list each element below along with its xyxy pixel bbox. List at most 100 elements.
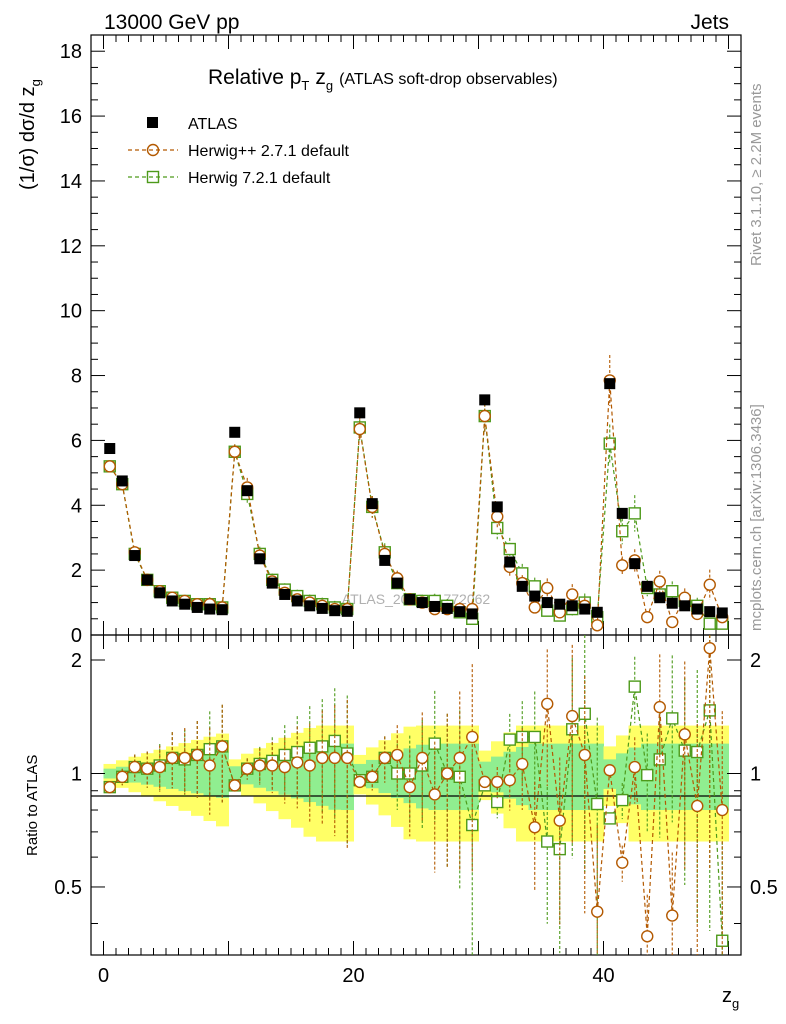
ratio-point (541, 835, 554, 848)
ratio-point (678, 744, 691, 757)
x-axis-label: zg (722, 985, 739, 1011)
data-point (703, 617, 716, 630)
data-point (591, 606, 603, 618)
data-point (603, 437, 616, 450)
ratio-point (591, 797, 604, 811)
legend-herwigpp-label: Herwig++ 2.7.1 default (188, 143, 350, 160)
data-point (366, 498, 378, 510)
data-point (354, 407, 366, 419)
data-point (441, 602, 453, 614)
data-point (379, 554, 391, 566)
y-tick-label: 4 (71, 495, 82, 517)
data-point (653, 575, 666, 588)
ratio-point (541, 697, 554, 711)
legend-atlas-marker (147, 117, 158, 128)
data-point (516, 580, 528, 592)
title-sub-g: g (326, 78, 333, 93)
ratio-point (203, 759, 216, 772)
ratio-point (153, 760, 166, 774)
y-tick-label: 6 (71, 430, 82, 452)
ratio-point (266, 759, 279, 772)
ratio-point (528, 821, 541, 834)
inner-band (553, 743, 567, 811)
data-point (129, 550, 141, 562)
data-point (641, 580, 653, 592)
ratio-point (453, 751, 466, 765)
data-point (416, 597, 428, 609)
data-point (528, 601, 541, 614)
ratio-tick-label: 0.5 (54, 877, 82, 899)
ratio-point (653, 700, 666, 714)
legend: ATLAS Herwig++ 2.7.1 default Herwig 7.2.… (128, 116, 350, 187)
inner-band (191, 755, 204, 794)
ratio-point (391, 748, 404, 762)
ratio-point (603, 764, 616, 777)
inner-band (228, 766, 242, 782)
x-tick-label: 40 (592, 965, 614, 987)
data-point (353, 422, 366, 436)
y-tick-label: 10 (60, 301, 82, 323)
ratio-point (666, 909, 679, 922)
data-point (679, 600, 691, 612)
data-point (103, 460, 116, 473)
ratio-point (216, 740, 229, 753)
ratio-tick-label: 2 (750, 650, 761, 672)
ratio-tick-label: 1 (750, 763, 761, 785)
ratio-point (616, 793, 629, 807)
ratio-point (366, 770, 379, 783)
ratio-point (353, 775, 366, 789)
axis-ticks (91, 34, 741, 955)
ratio-point (128, 760, 141, 774)
data-point (616, 525, 629, 538)
title-sub-t: T (301, 78, 309, 93)
data-point (141, 574, 153, 586)
data-point (704, 606, 716, 618)
data-point (216, 604, 228, 616)
data-point (254, 553, 266, 565)
data-point (404, 593, 416, 605)
data-point (666, 597, 678, 609)
data-point (616, 559, 629, 572)
ratio-point (478, 775, 491, 789)
header-right: Jets (690, 11, 729, 34)
ratio-point (628, 760, 641, 774)
x-tick-label: 0 (98, 965, 109, 987)
ratio-point (566, 709, 579, 723)
inner-band (378, 755, 392, 794)
ratio-point (566, 723, 579, 736)
ratio-point (303, 759, 316, 772)
data-point (466, 608, 478, 620)
ratio-point (341, 751, 354, 765)
data-point (266, 577, 278, 589)
data-point (479, 394, 491, 406)
data-point (204, 603, 216, 615)
ratio-point (328, 751, 341, 765)
title-main: Relative p (208, 66, 301, 89)
data-point (429, 600, 441, 612)
data-point (454, 606, 466, 618)
data-point (166, 595, 178, 607)
y-axis-label-sub: g (28, 79, 43, 86)
ratio-point (178, 751, 191, 765)
data-point (591, 619, 604, 632)
ratio-y-axis-label: Ratio to ATLAS (24, 755, 41, 856)
title-zg: z (315, 66, 326, 89)
data-point (179, 598, 191, 610)
chart-title: Relative pT zg (ATLAS soft-drop observable… (208, 66, 558, 93)
data-point (291, 595, 303, 607)
ratio-marks (103, 635, 729, 955)
ratio-tick-label: 2 (71, 650, 82, 672)
ratio-point (666, 712, 679, 725)
data-point (104, 443, 116, 455)
data-point (566, 588, 579, 601)
ratio-point (241, 762, 254, 775)
title-rest: (ATLAS soft-drop observables) (339, 71, 557, 88)
data-point (666, 585, 679, 598)
ratio-point (428, 788, 441, 801)
ratio-tick-label: 1 (71, 763, 82, 785)
data-point (541, 581, 554, 595)
data-point (229, 426, 241, 438)
ratio-point (166, 751, 179, 765)
